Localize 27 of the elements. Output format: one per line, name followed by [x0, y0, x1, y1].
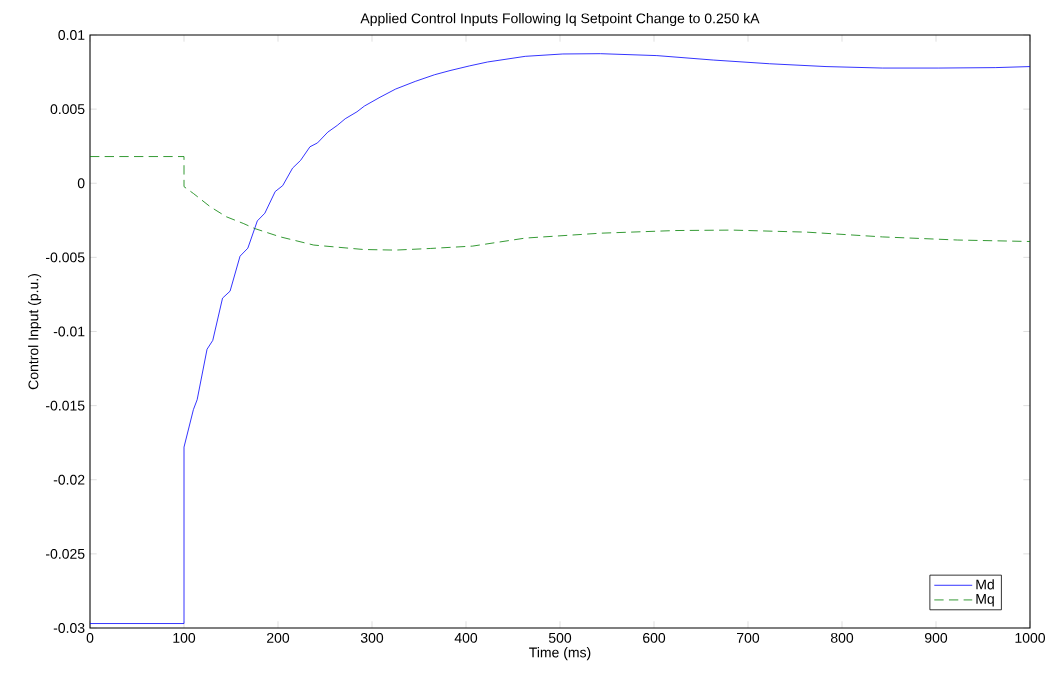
x-tick-label: 700	[737, 632, 760, 643]
legend-label: Mq	[976, 594, 994, 607]
x-tick-label: 1000	[1015, 632, 1046, 643]
x-tick-label: 0	[86, 632, 94, 643]
line-series	[90, 156, 1030, 251]
x-tick-label: 800	[830, 632, 854, 643]
x-tick-label: 500	[548, 632, 572, 643]
y-axis-title: Control Input (p.u.)	[28, 274, 42, 390]
line-series	[90, 53, 1030, 624]
x-tick-label: 200	[267, 632, 290, 643]
y-tick-label: -0.01	[53, 326, 85, 337]
x-axis-title: Time (ms)	[529, 647, 591, 661]
y-tick-label: -0.03	[53, 623, 85, 633]
y-tick-label: -0.015	[46, 400, 85, 411]
y-tick-label: 0.005	[50, 104, 85, 115]
x-tick-label: 300	[360, 632, 384, 643]
x-tick-label: 100	[173, 632, 196, 643]
legend-label: Md	[976, 579, 994, 590]
x-tick-label: 900	[924, 632, 948, 643]
y-tick-label: -0.005	[46, 252, 85, 263]
x-tick-label: 600	[643, 632, 666, 643]
x-tick-label: 400	[454, 632, 478, 643]
y-tick-label: 0	[77, 178, 85, 189]
y-tick-label: -0.025	[46, 548, 85, 559]
y-tick-label: 0.01	[58, 30, 85, 40]
y-tick-label: -0.02	[53, 474, 85, 485]
chart-title: Applied Control Inputs Following Iq Setpoint Change to 0.250 kA	[360, 13, 760, 27]
